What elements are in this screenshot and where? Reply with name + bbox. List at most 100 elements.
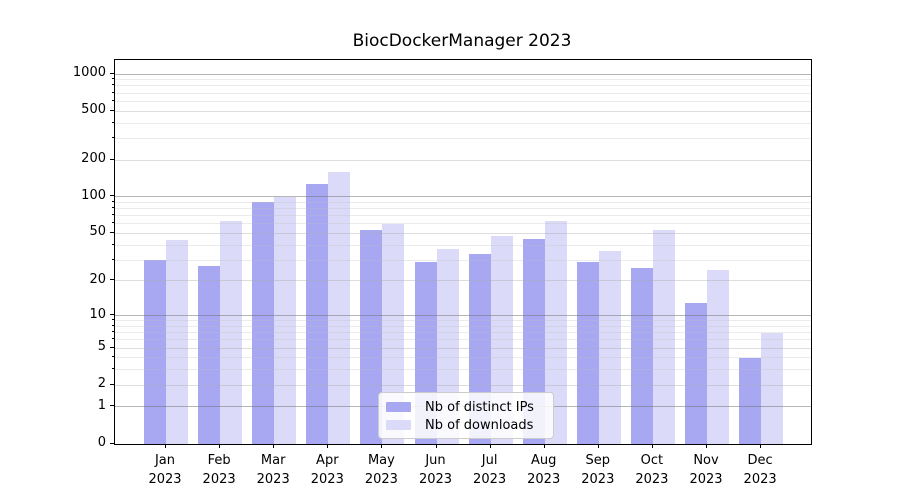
- bar-downloads-jul: [490, 235, 513, 444]
- x-tick-year: 2023: [202, 472, 236, 487]
- x-tick-month: May: [367, 453, 395, 468]
- y-tick-mark: [110, 158, 114, 160]
- y-tick-label: 10: [89, 306, 106, 322]
- x-tick-month: Jan: [154, 453, 176, 468]
- y-tick-label: 1000: [72, 65, 106, 81]
- gridline-400: [115, 122, 811, 124]
- x-tick-label: Aug 2023: [514, 451, 574, 489]
- x-tick-month: Dec: [747, 453, 773, 468]
- x-tick-year: 2023: [256, 472, 290, 487]
- x-tick-label: Nov 2023: [676, 451, 736, 489]
- x-tick-mark: [219, 444, 221, 448]
- x-tick-year: 2023: [743, 472, 777, 487]
- x-tick-mark: [327, 444, 329, 448]
- x-tick-mark: [381, 444, 383, 448]
- x-tick-year: 2023: [689, 472, 723, 487]
- x-tick-label: Dec 2023: [730, 451, 790, 489]
- legend-label-downloads: Nb of downloads: [425, 417, 534, 433]
- y-tick-mark: [110, 279, 114, 281]
- bar-downloads-dec: [761, 332, 784, 444]
- y-minor-tick-mark: [112, 91, 114, 93]
- gridline-30: [115, 259, 811, 261]
- x-tick-label: Oct 2023: [622, 451, 682, 489]
- gridline-900: [115, 79, 811, 81]
- y-tick-mark: [110, 195, 114, 197]
- y-tick-mark: [110, 231, 114, 233]
- legend-row-downloads: Nb of downloads: [386, 416, 545, 434]
- x-tick-month: Apr: [316, 453, 339, 468]
- gridline-2: [115, 384, 811, 386]
- y-tick-label: 200: [81, 151, 106, 166]
- legend-row-distinct-ips: Nb of distinct IPs: [386, 398, 545, 416]
- y-tick-mark: [110, 442, 114, 444]
- gridline-80: [115, 208, 811, 210]
- y-tick-mark: [110, 314, 114, 316]
- x-tick-label: Apr 2023: [297, 451, 357, 489]
- gridline-60: [115, 223, 811, 225]
- bar-downloads-aug: [544, 221, 567, 444]
- y-minor-tick-mark: [112, 84, 114, 86]
- bar-ips-oct: [630, 267, 653, 444]
- y-minor-tick-mark: [112, 214, 114, 216]
- y-minor-tick-mark: [112, 222, 114, 224]
- y-tick-label: 500: [81, 102, 106, 118]
- gridline-200: [115, 159, 811, 161]
- y-minor-tick-mark: [112, 368, 114, 370]
- bar-ips-nov: [685, 302, 707, 444]
- gridline-8: [115, 325, 811, 327]
- gridline-7: [115, 332, 811, 334]
- gridline-50: [115, 232, 811, 234]
- bar-downloads-mar: [274, 196, 297, 444]
- gridline-70: [115, 215, 811, 217]
- bar-downloads-apr: [328, 171, 351, 444]
- gridline-300: [115, 137, 811, 139]
- bar-ips-apr: [306, 184, 329, 444]
- y-tick-label: 20: [89, 271, 106, 287]
- x-tick-label: Jul 2023: [460, 451, 520, 489]
- x-tick-label: Jun 2023: [406, 451, 466, 489]
- y-tick-mark: [110, 72, 114, 74]
- y-tick-mark: [110, 405, 114, 407]
- gridlines: [115, 60, 811, 444]
- bar-downloads-nov: [707, 269, 729, 444]
- y-tick-label: 1: [97, 397, 106, 413]
- gridline-4: [115, 357, 811, 359]
- x-tick-label: Mar 2023: [243, 451, 303, 489]
- x-tick-month: Sep: [585, 453, 611, 468]
- legend: Nb of distinct IPs Nb of downloads: [378, 392, 554, 439]
- bar-ips-mar: [252, 202, 275, 444]
- y-minor-tick-mark: [112, 356, 114, 358]
- x-tick-year: 2023: [527, 472, 561, 487]
- y-minor-tick-mark: [112, 200, 114, 202]
- legend-swatch-distinct-ips: [386, 402, 411, 412]
- x-tick-year: 2023: [473, 472, 507, 487]
- y-tick-mark: [110, 383, 114, 385]
- bar-downloads-feb: [220, 221, 243, 444]
- y-tick-mark: [110, 346, 114, 348]
- x-tick-month: Jul: [481, 453, 498, 468]
- bar-downloads-oct: [652, 230, 675, 444]
- x-tick-year: 2023: [148, 472, 182, 487]
- x-tick-label: Sep 2023: [568, 451, 628, 489]
- x-tick-mark: [489, 444, 491, 448]
- bar-ips-feb: [198, 265, 221, 444]
- x-tick-month: Jun: [425, 453, 446, 468]
- x-tick-year: 2023: [635, 472, 669, 487]
- gridline-90: [115, 201, 811, 203]
- gridline-500: [115, 110, 811, 112]
- x-tick-month: Oct: [640, 453, 664, 468]
- y-tick-mark: [110, 109, 114, 111]
- y-tick-label: 50: [89, 224, 106, 240]
- bar-downloads-may: [382, 223, 405, 444]
- x-tick-mark: [543, 444, 545, 448]
- y-minor-tick-mark: [112, 324, 114, 326]
- gridline-800: [115, 85, 811, 87]
- gridline-40: [115, 244, 811, 246]
- y-minor-tick-mark: [112, 99, 114, 101]
- y-minor-tick-mark: [112, 243, 114, 245]
- y-minor-tick-mark: [112, 258, 114, 260]
- x-tick-year: 2023: [418, 472, 453, 487]
- x-tick-mark: [706, 444, 707, 448]
- y-minor-tick-mark: [112, 319, 114, 321]
- gridline-5: [115, 347, 811, 349]
